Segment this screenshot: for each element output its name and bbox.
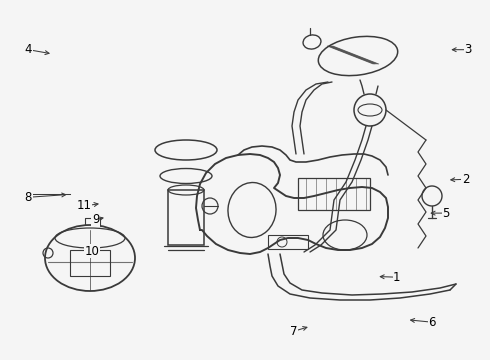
Text: 4: 4	[24, 43, 32, 56]
Text: 10: 10	[85, 245, 99, 258]
Text: 1: 1	[393, 271, 401, 284]
Bar	[70, 250, 110, 276]
Text: 5: 5	[442, 207, 450, 220]
Text: 7: 7	[290, 325, 298, 338]
Bar	[168, 190, 204, 245]
Text: 8: 8	[24, 191, 32, 204]
Bar	[298, 178, 370, 210]
Text: 6: 6	[428, 316, 436, 329]
Bar	[268, 235, 308, 249]
Text: 11: 11	[77, 199, 92, 212]
Text: 2: 2	[462, 173, 469, 186]
Text: 9: 9	[92, 213, 99, 226]
Text: 3: 3	[464, 43, 472, 56]
